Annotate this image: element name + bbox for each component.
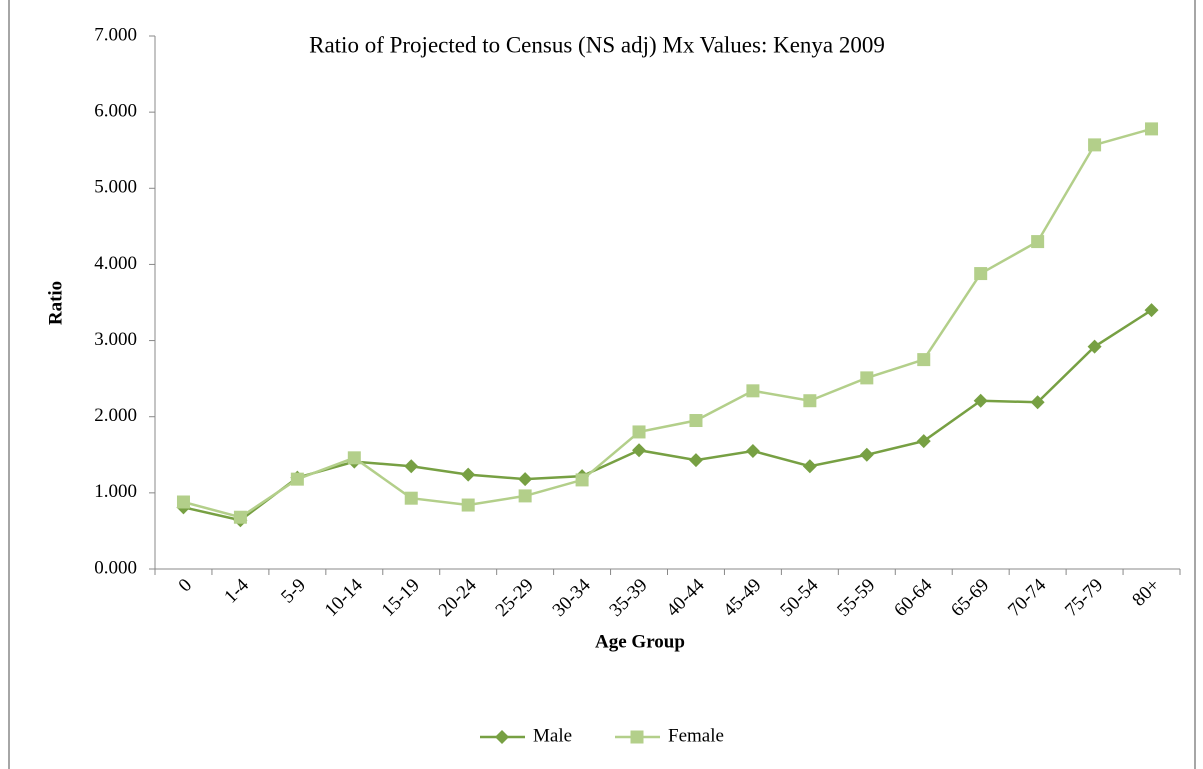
marker xyxy=(404,491,418,505)
y-tick-label: 6.000 xyxy=(94,101,137,122)
marker xyxy=(1030,395,1045,410)
y-tick-label: 3.000 xyxy=(94,329,137,350)
marker xyxy=(518,472,533,487)
marker xyxy=(1144,303,1159,318)
y-tick-label: 5.000 xyxy=(94,177,137,198)
marker xyxy=(746,384,760,398)
marker xyxy=(1031,235,1045,249)
legend-marker xyxy=(495,730,509,744)
marker xyxy=(917,353,931,367)
series-line xyxy=(183,309,1153,522)
y-tick-label: 4.000 xyxy=(94,253,137,274)
marker xyxy=(1088,138,1102,152)
marker xyxy=(290,472,304,486)
marker xyxy=(632,425,646,439)
marker xyxy=(688,453,703,468)
marker xyxy=(176,495,190,509)
marker xyxy=(802,459,817,474)
marker xyxy=(916,434,931,449)
marker xyxy=(233,510,247,524)
marker xyxy=(632,443,647,458)
marker xyxy=(860,371,874,385)
marker xyxy=(1087,339,1102,354)
y-axis-title: Ratio xyxy=(45,281,66,325)
marker xyxy=(461,498,475,512)
marker xyxy=(1145,122,1159,136)
y-tick-label: 7.000 xyxy=(94,24,137,45)
y-tick-label: 0.000 xyxy=(94,557,137,578)
marker xyxy=(689,414,703,428)
marker xyxy=(404,459,419,474)
marker xyxy=(803,394,817,408)
legend-label: Female xyxy=(668,725,724,746)
marker xyxy=(347,451,361,465)
marker xyxy=(518,489,532,503)
chart-title: Ratio of Projected to Census (NS adj) Mx… xyxy=(309,32,885,57)
x-axis-title: Age Group xyxy=(595,631,685,652)
marker xyxy=(974,267,988,281)
series-line xyxy=(183,127,1152,519)
marker xyxy=(745,443,760,458)
legend-marker xyxy=(630,730,644,744)
marker xyxy=(575,473,589,487)
marker xyxy=(859,447,874,462)
marker xyxy=(973,393,988,408)
y-tick-label: 2.000 xyxy=(94,405,137,426)
legend-label: Male xyxy=(533,725,572,746)
y-tick-label: 1.000 xyxy=(94,481,137,502)
marker xyxy=(461,467,476,482)
